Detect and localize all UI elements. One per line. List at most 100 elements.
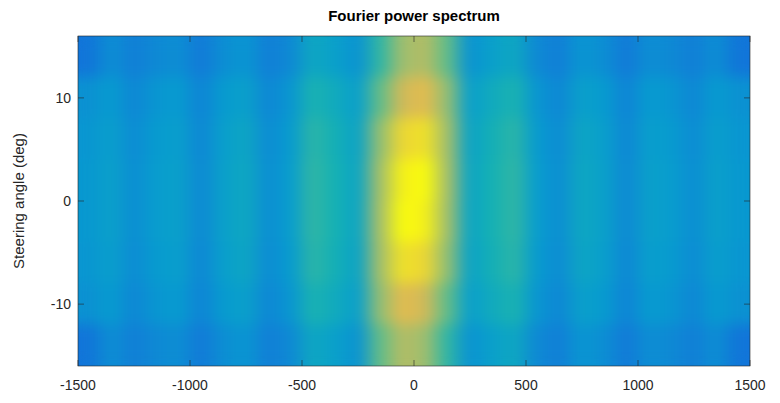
heatmap-cell [100, 324, 123, 366]
heatmap-cell [122, 242, 145, 284]
heatmap-cell [190, 201, 213, 243]
heatmap-cell [78, 159, 101, 201]
heatmap-cell [727, 159, 750, 201]
heatmap-cell [122, 36, 145, 78]
heatmap-cell [78, 77, 101, 119]
heatmap-cell [346, 159, 369, 201]
heatmap-cell [593, 77, 616, 119]
heatmap-cell [190, 159, 213, 201]
heatmap-cell [458, 242, 481, 284]
heatmap-cell [481, 324, 504, 366]
heatmap-cell [145, 77, 168, 119]
heatmap-cell [346, 118, 369, 160]
heatmap-cell [615, 242, 638, 284]
heatmap-cell [481, 36, 504, 78]
heatmap-cell [615, 159, 638, 201]
heatmap-cell [78, 118, 101, 160]
heatmap-cell [615, 77, 638, 119]
heatmap-cell [257, 242, 280, 284]
heatmap-cell [100, 242, 123, 284]
heatmap-cell [705, 324, 728, 366]
heatmap-cell [369, 242, 392, 284]
heatmap-cell [100, 159, 123, 201]
heatmap-cell [145, 283, 168, 325]
heatmap-cell [346, 242, 369, 284]
x-tick-label: 1500 [734, 377, 765, 393]
x-tick [414, 36, 415, 42]
heatmap-cell [414, 118, 437, 160]
heatmap-cell [324, 159, 347, 201]
heatmap-cell [324, 201, 347, 243]
heatmap-cell [503, 36, 526, 78]
heatmap-cell [100, 77, 123, 119]
heatmap-cell [660, 283, 683, 325]
heatmap-cell [458, 159, 481, 201]
heatmap-cell [212, 283, 235, 325]
heatmap-cell [324, 324, 347, 366]
heatmap-cell [682, 77, 705, 119]
x-tick-label: -1000 [172, 377, 208, 393]
x-tick-label: 500 [514, 377, 538, 393]
heatmap-cell [548, 77, 571, 119]
heatmap-cell [414, 201, 437, 243]
heatmap-cell [234, 36, 257, 78]
heatmap-cell [78, 36, 101, 78]
heatmap-cell [458, 201, 481, 243]
chart: -1500-1000-500050010001500-10010Fourier … [0, 0, 780, 403]
heatmap-cell [257, 283, 280, 325]
heatmap-cell [638, 159, 661, 201]
heatmap-cell [257, 77, 280, 119]
heatmap-cell [346, 201, 369, 243]
heatmap-cell [414, 159, 437, 201]
heatmap-cell [391, 118, 414, 160]
y-tick [78, 304, 84, 305]
heatmap-cell [593, 324, 616, 366]
heatmap-cell [414, 242, 437, 284]
heatmap-cell [414, 324, 437, 366]
heatmap-cell [234, 77, 257, 119]
heatmap-cell [346, 36, 369, 78]
heatmap-cell [391, 324, 414, 366]
x-tick [526, 36, 527, 42]
heatmap-cell [257, 201, 280, 243]
heatmap-cell [234, 242, 257, 284]
heatmap-cell [481, 283, 504, 325]
x-tick [750, 360, 751, 366]
heatmap-cell [212, 242, 235, 284]
heatmap-cell [324, 77, 347, 119]
heatmap-cell [570, 159, 593, 201]
heatmap-cell [548, 159, 571, 201]
heatmap-cell [122, 159, 145, 201]
x-tick [526, 360, 527, 366]
heatmap-cell [481, 118, 504, 160]
heatmap-cell [526, 118, 549, 160]
y-tick-label: 0 [63, 193, 71, 209]
plot-area [78, 36, 750, 366]
heatmap-cell [145, 36, 168, 78]
heatmap-cell [234, 283, 257, 325]
heatmap-cell [705, 36, 728, 78]
heatmap-cell [682, 242, 705, 284]
y-tick-label: 10 [55, 90, 71, 106]
heatmap-cell [391, 283, 414, 325]
heatmap-cell [526, 201, 549, 243]
heatmap-cell [570, 201, 593, 243]
heatmap-cell [615, 283, 638, 325]
heatmap-cell [324, 118, 347, 160]
y-tick [744, 97, 750, 98]
heatmap-cell [212, 159, 235, 201]
y-tick [744, 201, 750, 202]
heatmap-cell [257, 118, 280, 160]
heatmap-cell [705, 118, 728, 160]
heatmap-cell [570, 324, 593, 366]
heatmap-cell [660, 324, 683, 366]
y-tick [78, 201, 84, 202]
heatmap-cell [190, 36, 213, 78]
heatmap-cell [615, 324, 638, 366]
heatmap-cell [705, 283, 728, 325]
heatmap-cell [167, 283, 190, 325]
heatmap-cell [548, 118, 571, 160]
heatmap-cell [526, 324, 549, 366]
heatmap-cell [593, 242, 616, 284]
heatmap-cell [369, 201, 392, 243]
